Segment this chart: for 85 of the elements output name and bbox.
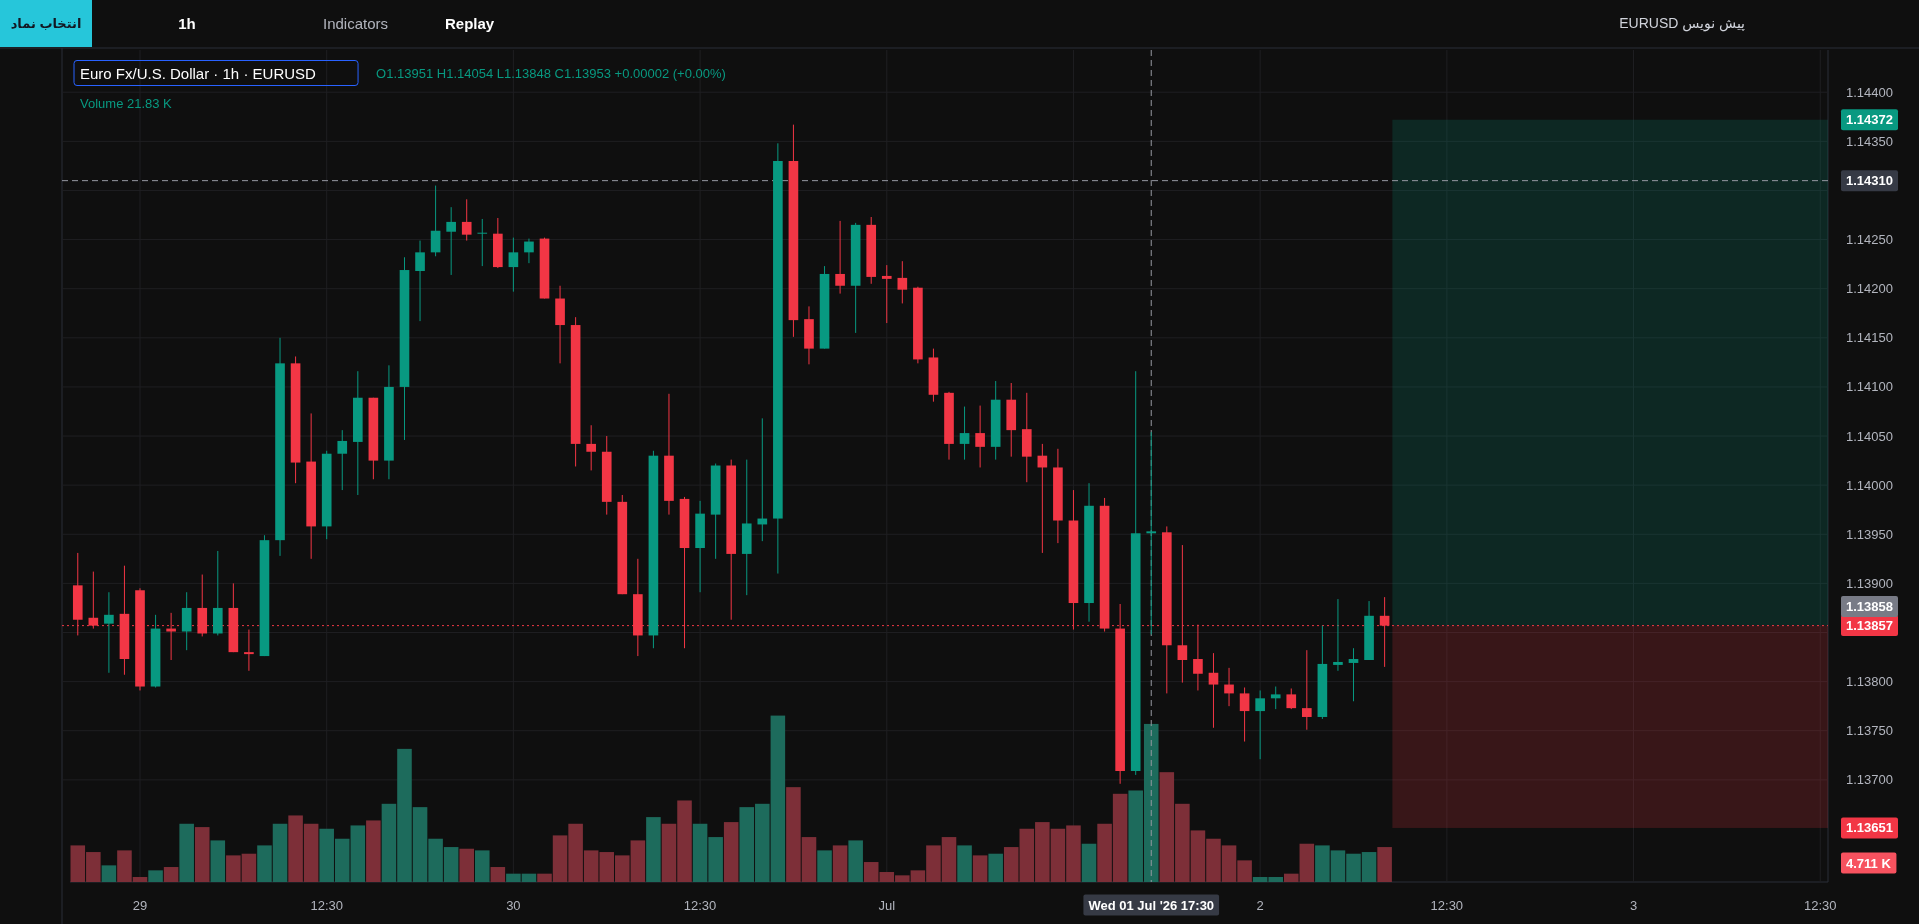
candlestick <box>975 405 985 468</box>
candlestick <box>897 260 908 304</box>
candlestick <box>959 406 970 461</box>
x-tick-label: 2 <box>1256 897 1264 913</box>
bar <box>490 867 506 882</box>
bar <box>194 827 210 882</box>
bar <box>848 840 863 882</box>
candlestick <box>1224 667 1234 707</box>
candlestick <box>244 629 254 672</box>
text: انتخاب نماد <box>10 15 82 31</box>
y-tick-label: 1.14250 <box>1846 232 1893 248</box>
candlestick <box>104 591 114 674</box>
candlestick <box>1286 687 1297 710</box>
x-tick-label: 12:30 <box>683 897 717 913</box>
candlestick <box>524 238 534 264</box>
annotation: Volume 21.83 K <box>80 95 173 111</box>
text: Replay <box>445 14 495 32</box>
text: 1.13858 <box>1846 599 1893 615</box>
x-tick-label: 29 <box>132 897 148 913</box>
y-tick-label: 1.14100 <box>1846 379 1893 395</box>
band-label: 1.14372 <box>1846 112 1893 128</box>
y-tick-label: 1.13750 <box>1846 723 1893 739</box>
y-tick-label: 1.13900 <box>1846 575 1893 591</box>
candlestick <box>1333 598 1343 672</box>
bar <box>475 850 490 882</box>
bar <box>163 867 179 882</box>
y-tick-label: 1.14000 <box>1846 477 1893 493</box>
candlestick <box>446 206 456 276</box>
candlestick <box>1239 687 1250 743</box>
candlestick <box>415 240 425 322</box>
text: 4.711 K <box>1846 855 1892 871</box>
candlestick <box>461 198 472 242</box>
candlestick <box>337 429 348 491</box>
y-tick-label: 1.14350 <box>1846 133 1893 149</box>
x-tick-label: Jul <box>878 897 896 913</box>
x-tick-label: 12:30 <box>1430 897 1464 913</box>
bar <box>988 853 1003 882</box>
bar <box>210 840 226 882</box>
bar <box>179 823 194 882</box>
bar <box>1377 847 1392 882</box>
ref-line-label: 1.13857 <box>1846 618 1893 634</box>
y-tick-label: 1.14150 <box>1846 330 1893 346</box>
bar <box>972 855 988 882</box>
x-tick-label: 3 <box>1629 897 1638 913</box>
y-tick-label: 1.13950 <box>1846 526 1893 542</box>
candlestick <box>1302 649 1312 731</box>
ref-line-label: 1.14310 <box>1846 173 1893 189</box>
band-label: 1.13651 <box>1846 820 1893 836</box>
candlestick <box>1270 686 1281 710</box>
bar <box>646 817 661 882</box>
text: Euro Fx/U.S. Dollar · 1h · EURUSD <box>80 64 317 82</box>
text: Indicators <box>323 14 389 32</box>
candlestick <box>1208 652 1219 729</box>
bar <box>101 865 117 882</box>
x-tick-label: 30 <box>506 897 521 913</box>
candlestick <box>477 218 488 267</box>
bar <box>817 850 832 882</box>
y-tick-label: 1.14400 <box>1846 84 1893 100</box>
text: EURUSD پیش نویس <box>1619 15 1746 32</box>
bar <box>1081 843 1097 882</box>
y-tick-label: 1.13700 <box>1846 772 1893 788</box>
candlestick <box>1146 431 1157 635</box>
candlestick <box>881 264 892 324</box>
bar <box>957 845 972 882</box>
bar <box>832 845 848 882</box>
candlestick <box>1348 647 1359 702</box>
candlestick <box>1193 624 1203 691</box>
candlestick <box>430 185 441 257</box>
bar <box>366 820 381 882</box>
candlestick <box>181 591 192 651</box>
bar <box>459 848 474 882</box>
candlestick <box>835 220 845 295</box>
annotation: O1.13951 H1.14054 L1.13848 C1.13953 +0.00002 (+0.00%) <box>376 65 726 81</box>
y-tick-label: 1.14050 <box>1846 428 1893 444</box>
x-tick-label: 12:30 <box>310 897 343 913</box>
x-tick-label: 12:30 <box>1803 897 1837 913</box>
candlestick <box>586 424 596 471</box>
y-tick-label: 1.13800 <box>1846 674 1893 690</box>
ref-line-label: Wed 01 Jul '26 17:30 <box>1088 897 1215 913</box>
candlestick <box>1255 689 1265 760</box>
candlestick <box>508 237 519 293</box>
y-tick-label: 1.14200 <box>1846 281 1893 297</box>
bar <box>148 870 163 882</box>
text: 1h <box>178 14 196 32</box>
bar <box>723 822 739 882</box>
